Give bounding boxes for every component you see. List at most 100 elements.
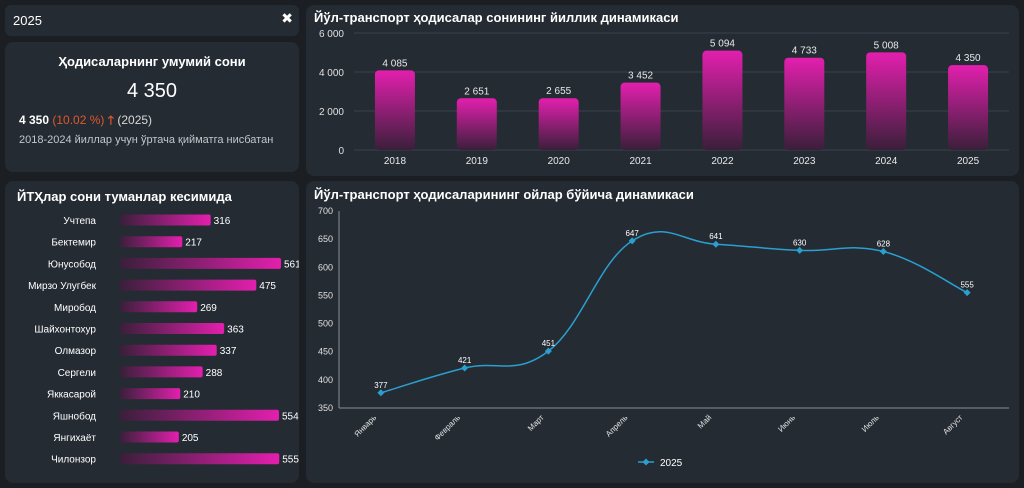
x-tick-label: Июнь <box>776 413 797 434</box>
data-label: 451 <box>542 339 556 348</box>
x-tick-label: 2018 <box>384 156 407 167</box>
data-point <box>796 246 804 254</box>
bar <box>120 409 279 421</box>
district-bar-chart: Учтепа 316 Бектемир 217 Юнусобод 561 Мирзо Улу… <box>28 214 299 466</box>
x-tick-label: 2021 <box>629 156 652 167</box>
y-tick-label: 0 <box>338 146 344 157</box>
category-label: Учтепа <box>63 216 96 227</box>
bar <box>120 279 257 291</box>
data-label: 3 452 <box>628 71 653 82</box>
category-label: Мирзо Улугбек <box>28 280 97 292</box>
x-tick-label: 2022 <box>711 156 734 167</box>
bar <box>538 98 579 150</box>
year-filter-value: 2025 <box>13 13 42 28</box>
y-tick-label: 6 000 <box>319 29 344 40</box>
y-tick-label: 2 000 <box>319 107 344 118</box>
category-label: Яккасарой <box>47 390 96 401</box>
kpi-card: Ҳодисаларнинг умумий сони 4 350 4 350 (1… <box>5 42 299 172</box>
year-filter[interactable]: 2025 ✖ <box>5 5 299 36</box>
yearly-chart-panel: Йўл-транспорт ҳодисалар сонининг йиллик … <box>306 5 1019 176</box>
x-tick-label: Апрель <box>604 413 630 439</box>
data-point <box>544 347 552 355</box>
data-label: 288 <box>206 368 223 379</box>
category-label: Яшнобод <box>53 410 96 422</box>
kpi-title: Ҳодисаларнинг умумий сони <box>58 54 246 69</box>
bar <box>120 323 225 334</box>
bar <box>784 57 825 151</box>
monthly-chart-title: Йўл-транспорт ҳодисаларининг ойлар бўйич… <box>314 187 694 202</box>
data-label: 210 <box>183 390 200 401</box>
bar <box>120 388 181 400</box>
y-tick-label: 450 <box>318 347 333 357</box>
legend-label: 2025 <box>660 458 683 469</box>
district-chart-title: ЙТҲлар сони туманлар кесимида <box>17 189 232 204</box>
data-label: 561 <box>284 259 299 270</box>
bar <box>120 236 183 248</box>
data-label: 647 <box>625 229 639 238</box>
bar <box>120 431 179 443</box>
data-point <box>879 248 887 256</box>
bar <box>120 453 280 465</box>
category-label: Шайхонтохур <box>34 325 96 336</box>
bar <box>120 257 281 269</box>
data-label: 5 008 <box>874 40 899 51</box>
arrow-up-icon: 🡑 <box>107 113 114 127</box>
data-label: 5 094 <box>710 39 735 50</box>
data-point <box>461 364 469 372</box>
data-point <box>377 389 385 397</box>
district-chart-panel: ЙТҲлар сони туманлар кесимида Учтепа 316 Б… <box>5 181 299 483</box>
kpi-total: 4 350 <box>126 80 178 102</box>
y-tick-label: 600 <box>318 262 333 272</box>
y-tick-label: 400 <box>318 375 333 385</box>
data-point <box>628 237 636 245</box>
x-tick-label: Июль <box>860 413 881 434</box>
x-tick-label: Январь <box>353 413 379 439</box>
data-label: 628 <box>877 240 891 249</box>
legend-marker <box>642 458 650 466</box>
x-tick-label: 2025 <box>957 156 980 167</box>
x-tick-label: Март <box>526 413 546 433</box>
data-point <box>712 240 720 248</box>
category-label: Олмазор <box>55 346 97 357</box>
data-label: 363 <box>227 325 244 336</box>
data-label: 554 <box>282 411 299 422</box>
category-label: Чилонзор <box>51 455 96 466</box>
yearly-chart-title: Йўл-транспорт ҳодисалар сонининг йиллик … <box>314 10 678 25</box>
data-point <box>963 289 971 297</box>
kpi-year-note: (2025) <box>117 113 153 127</box>
yearly-bar-chart: Йўл-транспорт ҳодисалар сонининг йиллик … <box>314 10 1009 167</box>
data-label: 2 651 <box>464 86 489 97</box>
x-tick-label: 2020 <box>548 156 571 167</box>
close-icon[interactable]: ✖ <box>281 10 293 26</box>
bar <box>456 98 497 150</box>
bar <box>120 344 217 356</box>
category-label: Миробод <box>54 302 96 314</box>
category-label: Сергели <box>58 368 96 379</box>
data-label: 475 <box>259 281 276 292</box>
x-tick-label: Май <box>696 413 713 430</box>
x-tick-label: Август <box>941 413 965 437</box>
data-label: 2 655 <box>546 86 571 97</box>
kpi-description: 2018-2024 йиллар учун ўртача қийматга ни… <box>19 134 274 146</box>
kpi-comparison: 4 350 (10.02 %) 🡑 (2025) <box>19 111 152 132</box>
monthly-line-chart: Йўл-транспорт ҳодисаларининг ойлар бўйич… <box>314 187 1009 469</box>
data-label: 4 085 <box>382 58 407 69</box>
y-tick-label: 700 <box>318 206 333 216</box>
bar <box>866 52 907 150</box>
data-label: 421 <box>458 356 472 365</box>
data-label: 4 350 <box>956 53 981 64</box>
bar <box>120 214 211 226</box>
y-tick-label: 500 <box>318 319 333 329</box>
kpi-current-value: 4 350 <box>19 113 50 127</box>
bar <box>948 65 989 150</box>
y-tick-label: 350 <box>318 403 333 413</box>
bar <box>374 70 415 150</box>
data-label: 337 <box>220 346 237 357</box>
data-label: 205 <box>182 433 199 444</box>
category-label: Янгихаёт <box>53 433 96 444</box>
y-tick-label: 650 <box>318 234 333 244</box>
data-label: 641 <box>709 232 723 241</box>
data-label: 269 <box>200 303 217 314</box>
monthly-chart-panel: Йўл-транспорт ҳодисаларининг ойлар бўйич… <box>306 181 1019 483</box>
data-label: 555 <box>282 455 299 466</box>
